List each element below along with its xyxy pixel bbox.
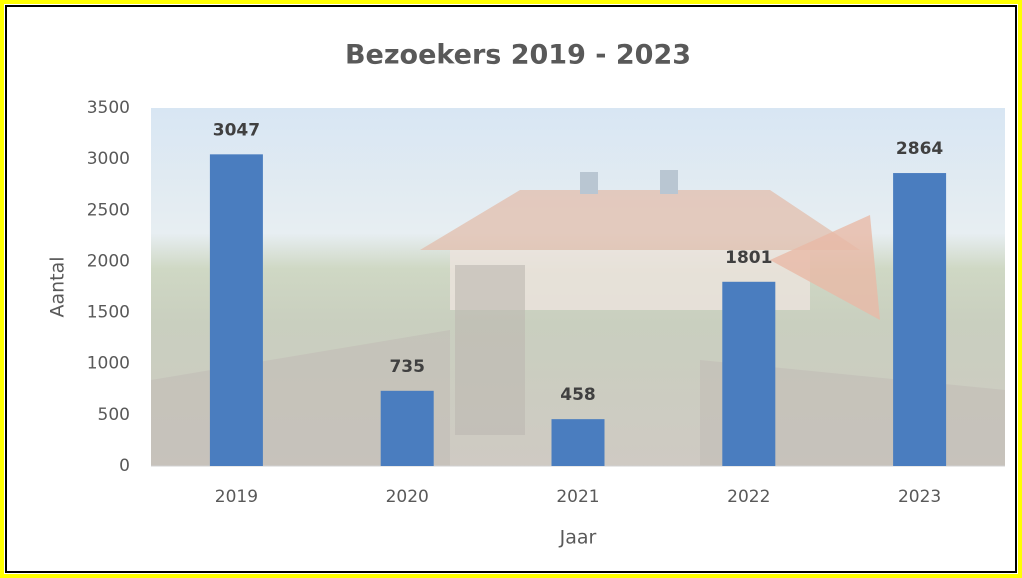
bar	[893, 173, 946, 466]
bar	[381, 391, 434, 466]
y-axis-title: Aantal	[47, 256, 69, 317]
chart-title: Bezoekers 2019 - 2023	[345, 40, 691, 71]
data-label: 2864	[896, 139, 943, 159]
chart: Bezoekers 2019 - 2023 Jaar Aantal 0 500 10…	[0, 0, 1022, 578]
y-tick-label: 2000	[87, 251, 130, 271]
y-tick-label: 3500	[87, 98, 130, 118]
y-tick-label: 500	[98, 405, 130, 425]
y-tick-label: 0	[119, 456, 130, 476]
x-axis-title: Jaar	[559, 527, 597, 549]
plot-background	[151, 108, 1005, 466]
bar	[722, 282, 775, 466]
data-label: 1801	[725, 248, 772, 268]
x-tick-label: 2019	[215, 487, 258, 507]
x-tick-label: 2022	[727, 487, 770, 507]
y-tick-label: 1000	[87, 354, 130, 374]
bar	[552, 419, 605, 466]
x-tick-label: 2023	[898, 487, 941, 507]
y-tick-label: 1500	[87, 303, 130, 323]
data-label: 458	[560, 385, 596, 405]
y-tick-label: 3000	[87, 149, 130, 169]
x-tick-label: 2020	[386, 487, 429, 507]
bar	[210, 154, 263, 466]
data-label: 735	[389, 357, 425, 377]
x-tick-label: 2021	[556, 487, 599, 507]
y-tick-label: 2500	[87, 200, 130, 220]
data-label: 3047	[213, 120, 260, 140]
